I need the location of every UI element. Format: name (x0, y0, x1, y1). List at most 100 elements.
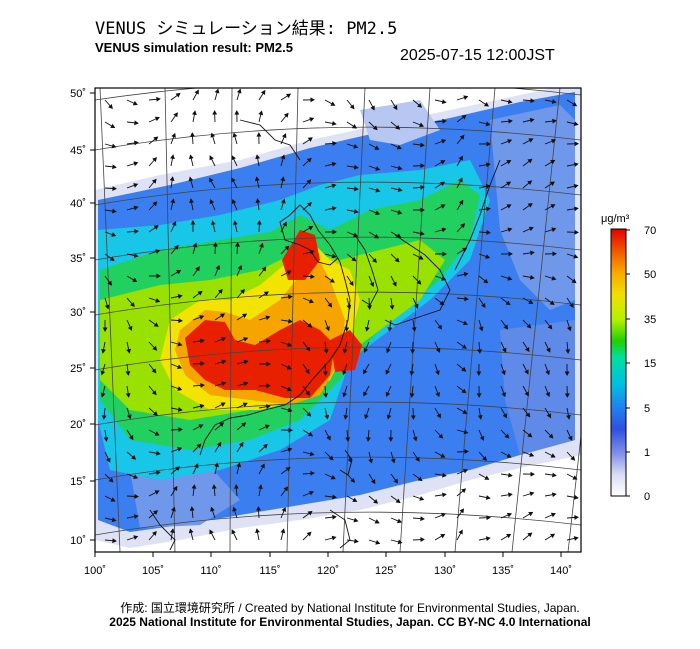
wind-arrow-head (440, 181, 446, 187)
wind-arrow-head (374, 145, 380, 150)
wind-arrow-head (397, 209, 403, 215)
wind-arrow-head (260, 463, 265, 469)
wind-arrow-head (463, 271, 469, 277)
wind-arrow-head (175, 466, 181, 472)
wind-arrow-head (102, 327, 108, 332)
wind-arrow-head (574, 206, 579, 212)
wind-arrow-head (485, 536, 491, 542)
colorbar-label: 5 (644, 403, 650, 415)
wind-arrow-head (458, 155, 463, 161)
wind-arrow-head (258, 110, 264, 116)
wind-arrow-head (232, 132, 238, 138)
wind-arrow-head (419, 122, 425, 128)
wind-arrow-head (125, 371, 131, 376)
wind-arrow-head (173, 244, 179, 250)
wind-arrow-head (506, 512, 512, 518)
wind-arrow-head (342, 392, 348, 398)
wind-arrow-head (255, 198, 261, 203)
wind-arrow-head (209, 155, 214, 161)
lat-tick-label: 30˚ (70, 307, 86, 319)
wind-arrow-head (549, 181, 555, 186)
wind-arrow-head (477, 349, 483, 354)
wind-arrow-head (242, 313, 248, 319)
wind-arrow-head (353, 232, 359, 238)
wind-arrow-head (173, 112, 178, 118)
wind-arrow-head (330, 101, 336, 106)
wind-arrow-head (419, 231, 425, 236)
wind-arrow-head (420, 142, 425, 148)
wind-arrow-head (325, 326, 330, 332)
wind-arrow-head (375, 166, 381, 171)
wind-arrow-head (501, 392, 506, 398)
wind-arrow-head (342, 370, 347, 376)
colorbar-label: 15 (644, 358, 656, 370)
wind-arrow-head (134, 493, 139, 499)
wind-arrow-head (332, 494, 337, 500)
wind-arrow-head (323, 349, 329, 354)
wind-arrow-head (484, 475, 490, 480)
wind-arrow-head (171, 221, 177, 227)
wind-arrow-head (565, 349, 571, 354)
wind-arrow-head (395, 124, 401, 130)
lat-tick-label: 40˚ (70, 198, 86, 210)
wind-arrow-head (367, 305, 372, 310)
wind-arrow-head (133, 205, 139, 211)
wind-arrow-head (255, 154, 261, 160)
wind-arrow-head (397, 539, 403, 545)
wind-arrow-head (309, 117, 315, 122)
wind-arrow-head (107, 280, 112, 286)
wind-arrow-head (200, 382, 205, 388)
wind-arrow-head (151, 368, 157, 374)
wind-arrow-head (412, 436, 418, 442)
wind-arrow-head (570, 455, 576, 461)
wind-arrow-head (169, 528, 175, 534)
wind-arrow-head (363, 347, 369, 353)
wind-arrow-head (527, 203, 533, 208)
wind-arrow-head (551, 275, 557, 281)
wind-arrow-head (310, 470, 315, 476)
wind-arrow-head (387, 327, 393, 332)
wind-arrow-head (482, 455, 487, 461)
wind-arrow-head (529, 491, 535, 497)
wind-arrow-head (154, 490, 160, 495)
title-japanese: VENUS シミュレーション結果: PM2.5 (95, 19, 398, 39)
wind-arrow-head (169, 176, 175, 181)
wind-arrow-head (286, 270, 292, 275)
wind-arrow-head (552, 251, 557, 257)
wind-arrow-head (545, 392, 551, 398)
wind-arrow-head (435, 370, 440, 376)
wind-arrow-head (486, 206, 491, 212)
wind-arrow-head (331, 535, 337, 541)
wind-arrow-head (243, 337, 249, 342)
wind-arrow-head (219, 313, 225, 318)
wind-arrow-head (442, 118, 447, 124)
wind-arrow-head (259, 242, 264, 248)
wind-arrow-head (308, 225, 314, 231)
wind-arrow-head (462, 247, 468, 253)
wind-arrow-head (155, 450, 161, 456)
wind-arrow-head (112, 208, 117, 214)
wind-arrow-head (524, 391, 529, 397)
wind-arrow-head (375, 187, 381, 193)
wind-arrow-head (235, 242, 240, 247)
wind-arrow-head (309, 249, 315, 255)
wind-arrow-head (306, 531, 312, 537)
wind-arrow-head (152, 345, 158, 351)
wind-arrow-head (409, 371, 415, 376)
wind-arrow-head (309, 451, 315, 457)
wind-arrow-head (171, 132, 176, 138)
wind-arrow-head (438, 433, 444, 439)
wind-arrow-head (231, 529, 236, 535)
wind-arrow-head (507, 275, 513, 281)
wind-arrow-head (506, 533, 512, 539)
wind-arrow-head (392, 105, 398, 111)
wind-arrow-head (217, 288, 223, 294)
wind-arrow-head (346, 304, 352, 310)
wind-arrow-head (106, 457, 111, 463)
wind-arrow-head (389, 305, 395, 310)
wind-arrow-head (528, 138, 534, 143)
wind-arrow-head (507, 139, 513, 144)
wind-arrow-head (332, 514, 337, 520)
wind-arrow-head (131, 454, 137, 460)
